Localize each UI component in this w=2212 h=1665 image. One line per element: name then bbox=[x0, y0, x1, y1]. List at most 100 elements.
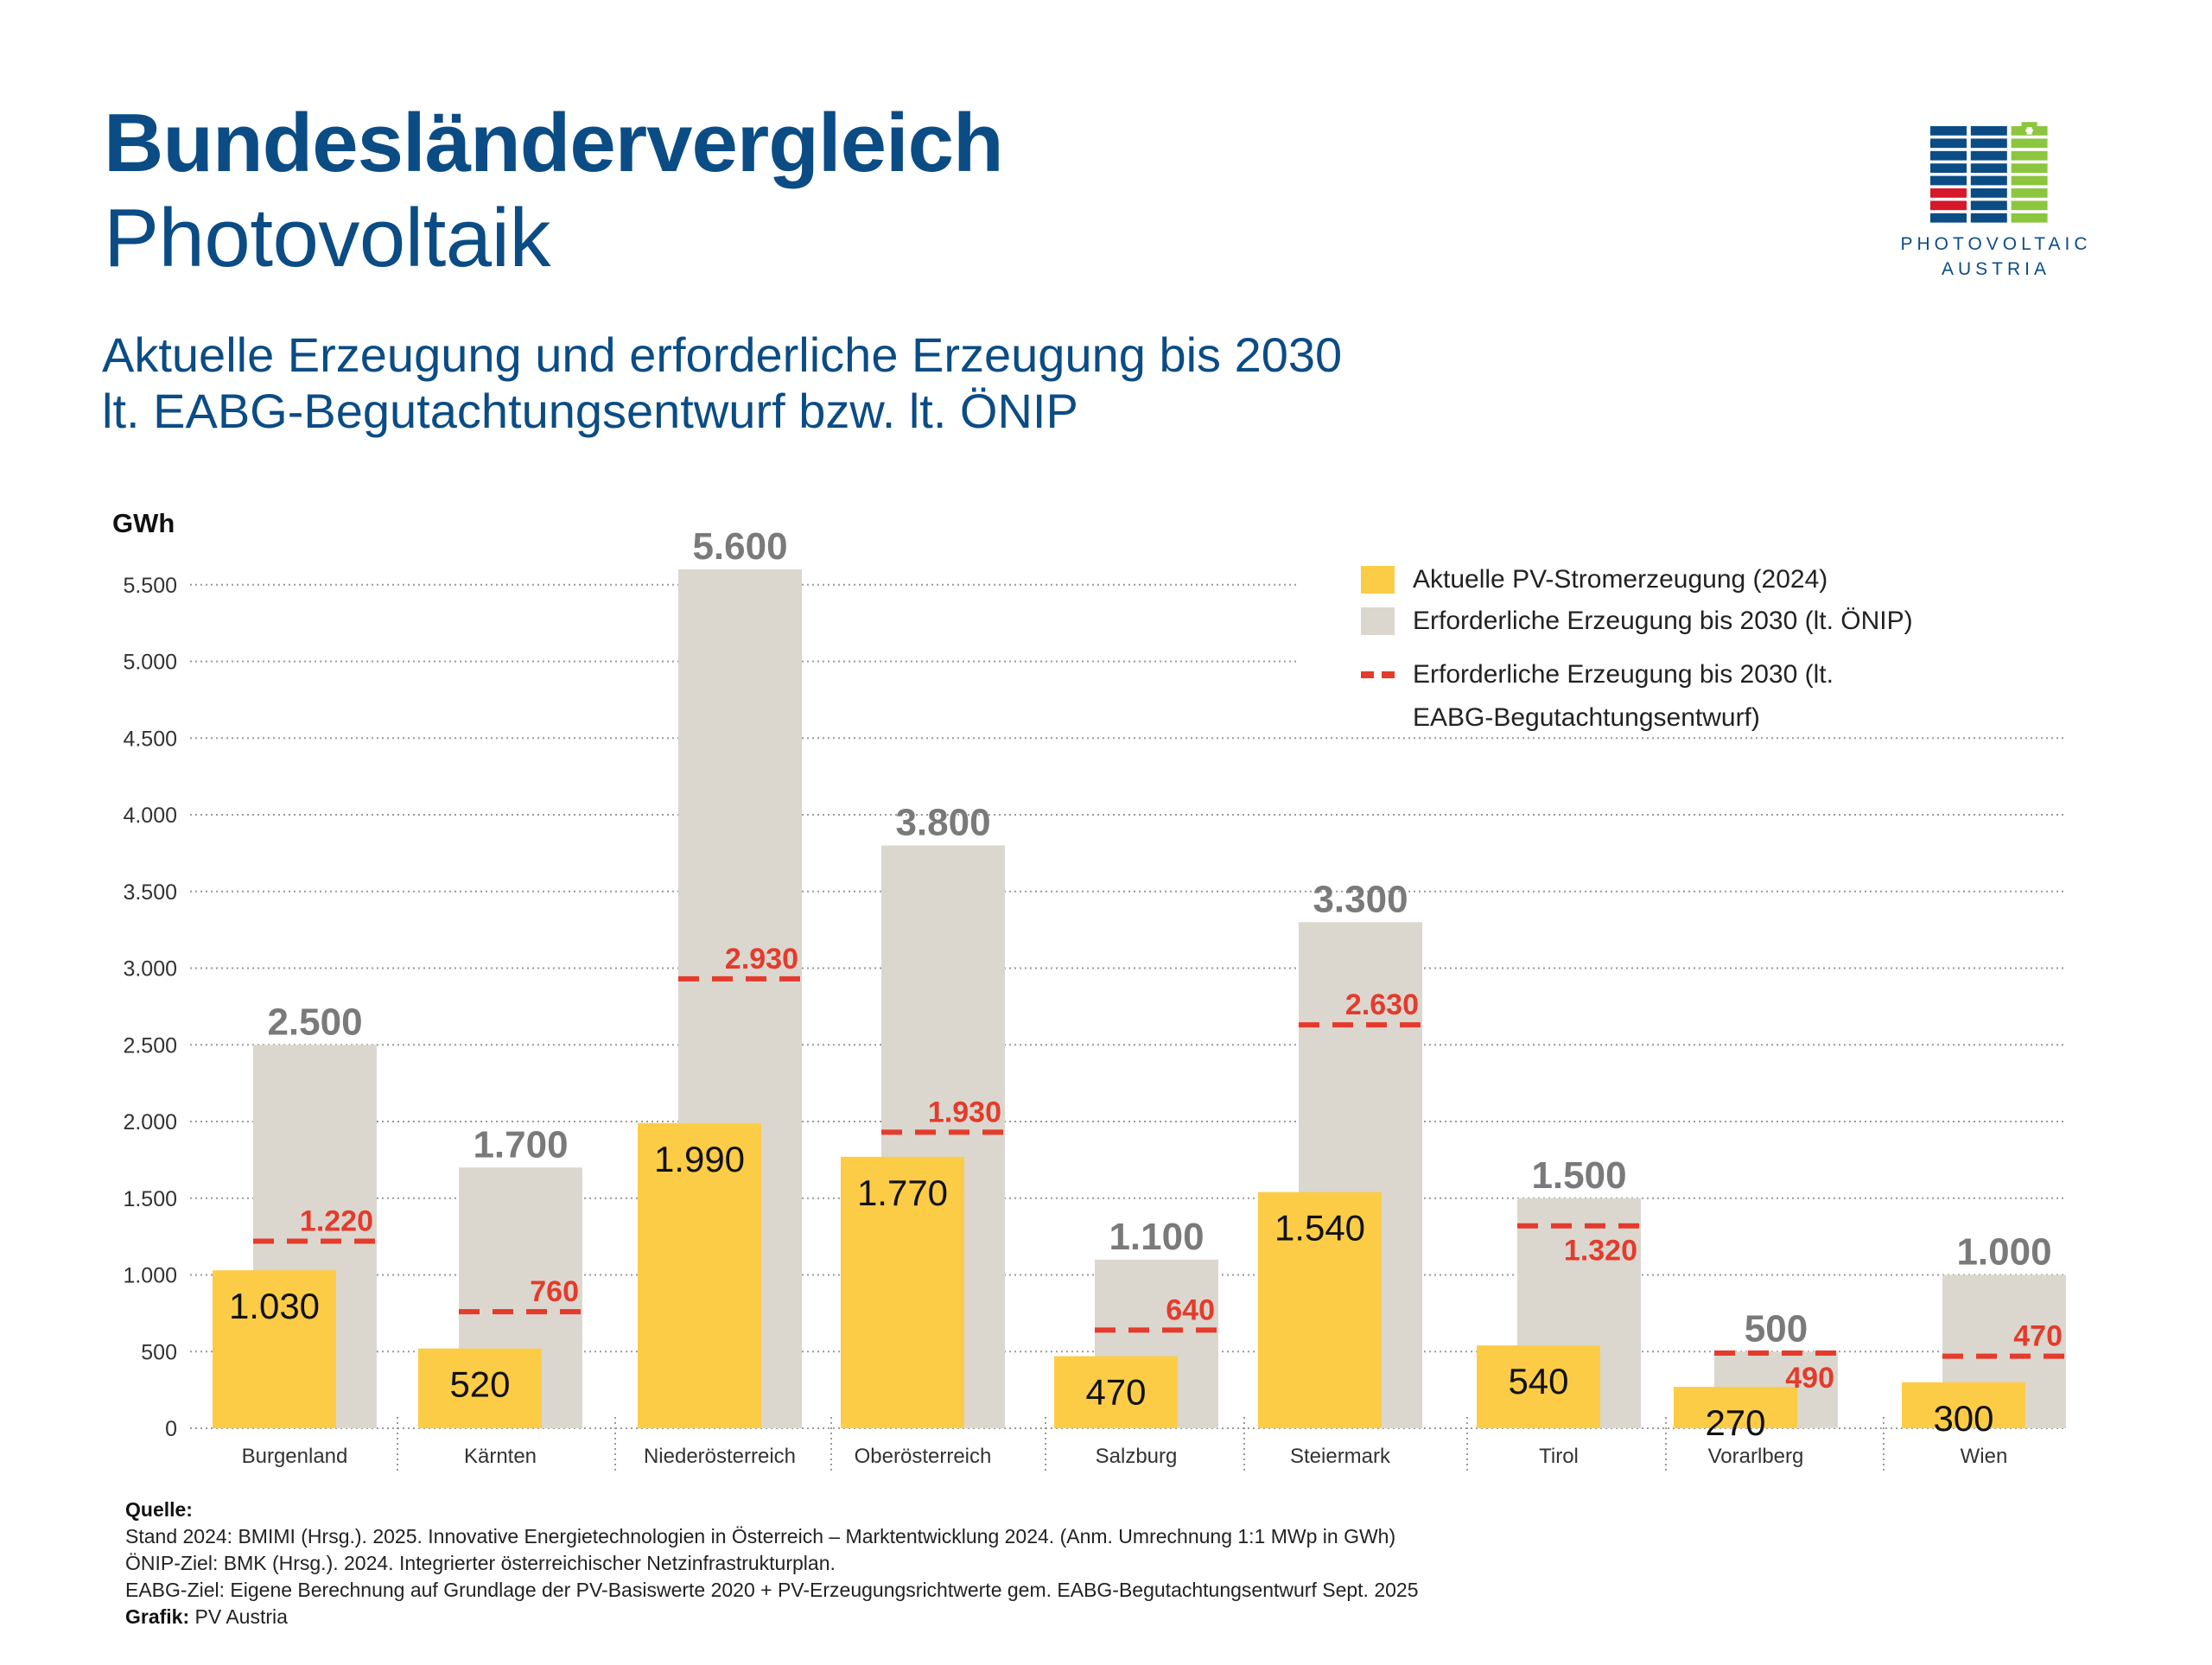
logo-bar bbox=[1970, 188, 2007, 198]
logo-bar bbox=[1930, 175, 1967, 186]
y-tick-label: 1.000 bbox=[123, 1264, 177, 1288]
logo-bar bbox=[2011, 175, 2048, 186]
value-label-eabg: 1.930 bbox=[928, 1096, 1001, 1128]
source-line: EABG-Ziel: Eigene Berechnung auf Grundla… bbox=[125, 1579, 1419, 1601]
logo-bar bbox=[2011, 200, 2048, 211]
chart-title-line2: Photovoltaik bbox=[104, 192, 550, 284]
logo-bar bbox=[2011, 138, 2048, 149]
chart-subtitle: Aktuelle Erzeugung und erforderliche Erz… bbox=[102, 327, 1342, 439]
y-tick-label: 5.500 bbox=[123, 574, 177, 598]
legend-dashed-line-icon bbox=[1361, 671, 1395, 678]
value-label-eabg: 1.220 bbox=[300, 1204, 373, 1237]
value-label-current: 270 bbox=[1705, 1402, 1765, 1443]
subtitle-line-2: lt. EABG-Begutachtungsentwurf bzw. lt. Ö… bbox=[102, 384, 1078, 438]
value-label-current: 1.990 bbox=[654, 1139, 745, 1179]
bar-current-2024 bbox=[1477, 1345, 1600, 1428]
y-tick-label: 3.000 bbox=[123, 957, 177, 982]
source-line: Stand 2024: BMIMI (Hrsg.). 2025. Innovat… bbox=[125, 1525, 1396, 1547]
x-tick-label: Salzburg bbox=[1096, 1445, 1178, 1468]
legend-swatch-yellow bbox=[1361, 566, 1395, 594]
value-label-current: 470 bbox=[1085, 1372, 1146, 1413]
logo-bar bbox=[1930, 213, 1967, 223]
chart-title: Bundesländervergleich bbox=[104, 97, 1004, 189]
x-tick-label: Wien bbox=[1961, 1445, 2008, 1468]
bar-current-2024 bbox=[1674, 1387, 1797, 1428]
bar-current-2024 bbox=[1258, 1192, 1382, 1428]
logo-bar bbox=[1930, 138, 1967, 149]
value-label-oenip: 500 bbox=[1745, 1307, 1808, 1350]
legend-label-cont: EABG-Begutachtungsentwurf) bbox=[1413, 703, 1760, 732]
x-tick-label: Burgenland bbox=[242, 1445, 348, 1468]
value-label-current: 540 bbox=[1508, 1361, 1568, 1401]
bar-current-2024 bbox=[841, 1156, 964, 1428]
value-label-eabg: 490 bbox=[1785, 1362, 1834, 1395]
legend-swatch-gray bbox=[1361, 607, 1395, 635]
value-label-eabg: 760 bbox=[530, 1275, 579, 1308]
x-tick-label: Kärnten bbox=[464, 1445, 537, 1468]
x-tick-label: Tirol bbox=[1539, 1445, 1579, 1468]
y-tick-label: 1.500 bbox=[123, 1187, 177, 1211]
x-tick-label: Vorarlberg bbox=[1708, 1445, 1804, 1468]
x-tick-label: Steiermark bbox=[1290, 1445, 1391, 1468]
logo-bar bbox=[1970, 138, 2007, 149]
legend-label: Erforderliche Erzeugung bis 2030 (lt. ÖN… bbox=[1413, 607, 1913, 635]
x-tick-label: Oberösterreich bbox=[855, 1445, 992, 1468]
logo-bar bbox=[1970, 213, 2007, 223]
logo-bar bbox=[2011, 163, 2048, 173]
value-label-current: 300 bbox=[1933, 1398, 1993, 1439]
logo-bar bbox=[2011, 188, 2048, 198]
value-label-current: 1.770 bbox=[857, 1172, 948, 1213]
legend-label: Erforderliche Erzeugung bis 2030 (lt. bbox=[1413, 660, 1834, 689]
y-tick-label: 4.500 bbox=[123, 727, 177, 751]
source-footer: Quelle: Stand 2024: BMIMI (Hrsg.). 2025.… bbox=[125, 1497, 1419, 1630]
bar-current-2024 bbox=[638, 1122, 761, 1428]
value-label-eabg: 2.930 bbox=[725, 943, 798, 975]
y-tick-label: 2.000 bbox=[123, 1110, 177, 1134]
subtitle-line-1: Aktuelle Erzeugung und erforderliche Erz… bbox=[102, 327, 1343, 382]
value-label-oenip: 1.500 bbox=[1531, 1154, 1626, 1197]
logo-bar bbox=[1930, 126, 1967, 136]
logo-bar bbox=[1970, 200, 2007, 211]
value-label-eabg: 1.320 bbox=[1564, 1235, 1637, 1268]
y-tick-label: 3.500 bbox=[123, 880, 177, 905]
logo-bar bbox=[1930, 163, 1967, 173]
legend-label: Aktuelle PV-Stromerzeugung (2024) bbox=[1413, 565, 1828, 594]
logo-bar bbox=[1970, 163, 2007, 173]
bar-current-2024 bbox=[1902, 1382, 2025, 1428]
y-axis-label: GWh bbox=[112, 508, 175, 538]
logo-bar bbox=[1930, 188, 1967, 198]
graphic-credit: PV Austria bbox=[194, 1605, 288, 1628]
logo-bar bbox=[1970, 175, 2007, 186]
value-label-current: 520 bbox=[449, 1364, 510, 1405]
source-label: Quelle: bbox=[125, 1498, 193, 1521]
value-label-oenip: 3.300 bbox=[1313, 878, 1408, 920]
graphic-label: Grafik: bbox=[125, 1605, 190, 1628]
logo-bar bbox=[2011, 213, 2048, 223]
bar-current-2024 bbox=[418, 1348, 542, 1428]
value-label-eabg: 470 bbox=[2013, 1320, 2063, 1353]
logo-bar bbox=[1970, 126, 2007, 136]
logo-bar bbox=[1930, 150, 1967, 161]
x-tick-label: Niederösterreich bbox=[644, 1445, 796, 1468]
value-label-eabg: 640 bbox=[1166, 1293, 1215, 1326]
value-label-oenip: 1.100 bbox=[1109, 1216, 1204, 1258]
logo-battery-terminal bbox=[2021, 122, 2037, 128]
value-label-oenip: 1.700 bbox=[473, 1123, 568, 1166]
value-label-current: 1.030 bbox=[229, 1286, 320, 1326]
y-tick-label: 2.500 bbox=[123, 1033, 177, 1058]
logo-text-photovoltaic: PHOTOVOLTAIC bbox=[1900, 234, 2092, 254]
bar-current-2024 bbox=[213, 1270, 336, 1428]
value-label-oenip: 3.800 bbox=[895, 802, 990, 844]
y-tick-label: 5.000 bbox=[123, 651, 177, 675]
y-tick-label: 0 bbox=[165, 1417, 177, 1441]
plus-icon bbox=[2025, 129, 2033, 132]
value-label-oenip: 1.000 bbox=[1956, 1231, 2051, 1274]
value-label-oenip: 2.500 bbox=[267, 1001, 362, 1043]
source-line: ÖNIP-Ziel: BMK (Hrsg.). 2024. Integriert… bbox=[125, 1552, 836, 1574]
value-label-current: 1.540 bbox=[1274, 1208, 1365, 1249]
logo-bar bbox=[1970, 150, 2007, 161]
bar-current-2024 bbox=[1054, 1356, 1178, 1428]
solar-panel-battery-icon bbox=[1930, 122, 2048, 223]
logo-text-austria: AUSTRIA bbox=[1941, 259, 2050, 279]
